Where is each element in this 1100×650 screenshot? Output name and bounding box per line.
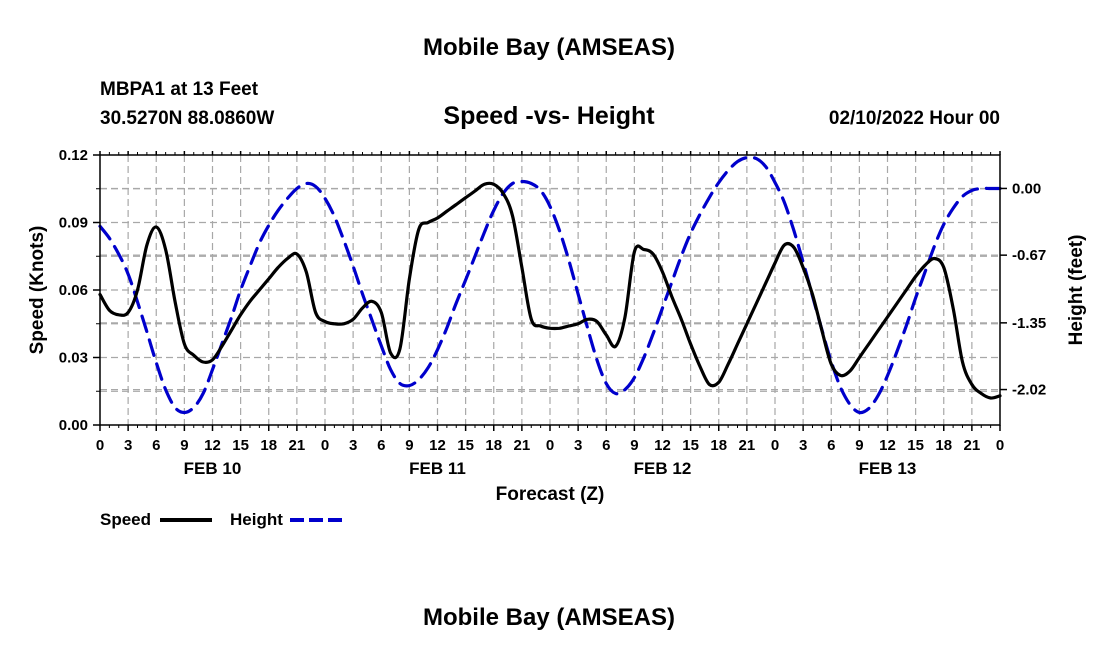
legend: Speed Height: [100, 510, 342, 529]
y2-tick-label: -2.02: [1012, 382, 1046, 399]
x-tick-label: 0: [771, 437, 779, 454]
forecast-run-time: 02/10/2022 Hour 00: [829, 108, 1000, 129]
x-tick-label: 18: [485, 437, 502, 454]
x-axis-label: Forecast (Z): [496, 484, 605, 505]
x-tick-label: 15: [907, 437, 924, 454]
y2-axis-label: Height (feet): [1066, 235, 1087, 346]
x-tick-label: 12: [879, 437, 896, 454]
x-tick-label: 21: [289, 437, 306, 454]
x-tick-label: 12: [204, 437, 221, 454]
x-tick-label: 9: [180, 437, 188, 454]
chart-title: Mobile Bay (AMSEAS): [423, 34, 675, 61]
station-label: MBPA1 at 13 Feet: [100, 79, 259, 100]
grid-lines: [100, 155, 1000, 425]
x-tick-label: 15: [682, 437, 699, 454]
plot-series: [98, 155, 1002, 415]
x-tick-label: 3: [574, 437, 582, 454]
y-tick-label: 0.03: [59, 350, 88, 367]
x-tick-label: 0: [96, 437, 104, 454]
station-coords: 30.5270N 88.0860W: [100, 108, 274, 129]
x-day-label: FEB 10: [184, 459, 242, 478]
x-tick-label: 3: [349, 437, 357, 454]
x-tick-label: 15: [232, 437, 249, 454]
x-tick-label: 6: [152, 437, 160, 454]
y-tick-label: 0.06: [59, 282, 88, 299]
y-tick-label: 0.12: [59, 147, 88, 164]
x-tick-label: 3: [124, 437, 132, 454]
y-tick-label: 0.09: [59, 215, 88, 232]
x-tick-label: 0: [546, 437, 554, 454]
x-tick-label: 3: [799, 437, 807, 454]
axes: 0 3 6 9 12 15 18 21 0 3 6 9 12 15 18 21 0 3 6 9 12 15 18 21 0 3 6 9…: [59, 147, 1046, 478]
y2-tick-label: 0.00: [1012, 180, 1041, 197]
y-axis-label: Speed (Knots): [27, 226, 48, 355]
x-tick-label: 21: [964, 437, 981, 454]
x-tick-label: 18: [935, 437, 952, 454]
x-tick-label: 18: [710, 437, 727, 454]
x-day-label: FEB 11: [409, 459, 466, 478]
x-tick-label: 0: [996, 437, 1004, 454]
x-tick-label: 9: [630, 437, 638, 454]
y2-tick-label: -0.67: [1012, 247, 1046, 264]
y2-tick-label: -1.35: [1012, 315, 1046, 332]
x-tick-label: 18: [260, 437, 277, 454]
series-line-height: [98, 155, 1002, 415]
x-tick-label: 12: [654, 437, 671, 454]
legend-speed-label: Speed: [100, 510, 151, 529]
x-tick-label: 21: [739, 437, 756, 454]
chart-subtitle: Speed -vs- Height: [443, 102, 655, 130]
x-day-label: FEB 13: [859, 459, 917, 478]
footer-title: Mobile Bay (AMSEAS): [423, 604, 675, 631]
x-tick-label: 21: [514, 437, 531, 454]
legend-height-label: Height: [230, 510, 283, 529]
x-day-label: FEB 12: [634, 459, 692, 478]
y-tick-label: 0.00: [59, 417, 88, 434]
x-tick-label: 9: [405, 437, 413, 454]
x-tick-label: 6: [377, 437, 385, 454]
x-tick-label: 9: [855, 437, 863, 454]
x-tick-label: 0: [321, 437, 329, 454]
x-tick-label: 6: [827, 437, 835, 454]
x-tick-label: 15: [457, 437, 474, 454]
x-tick-label: 12: [429, 437, 446, 454]
series-line-speed: [98, 181, 1002, 400]
x-tick-label: 6: [602, 437, 610, 454]
